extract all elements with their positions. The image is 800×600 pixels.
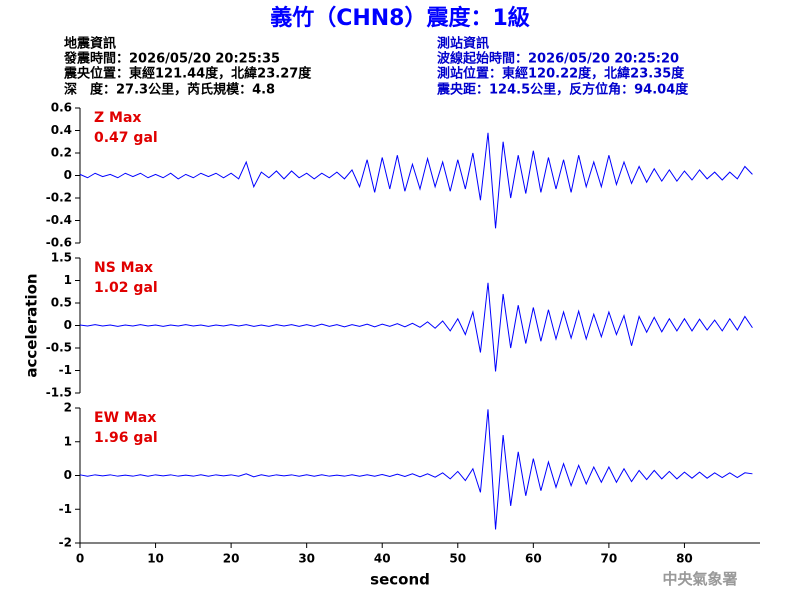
- x-tick-label: 0: [76, 552, 84, 566]
- y-tick-label: 2: [64, 401, 72, 415]
- y-tick-label: -1: [59, 502, 72, 516]
- station-line: 波線起始時間：2026/05/20 20:25:20: [437, 51, 679, 67]
- y-tick-label: 1.5: [51, 251, 72, 265]
- y-axis-label: acceleration: [23, 273, 41, 377]
- x-tick-label: 40: [374, 552, 391, 566]
- footer: 中央氣象署: [662, 570, 737, 588]
- max-label: 1.96 gal: [94, 430, 158, 446]
- x-tick-label: 10: [147, 552, 164, 566]
- x-tick-label: 80: [676, 552, 693, 566]
- waveform: [79, 282, 753, 372]
- y-tick-label: 0.5: [51, 296, 72, 310]
- info-heading: 地震資訊: [64, 36, 116, 52]
- info-line: 深 度：27.3公里，芮氏規模：4.8: [64, 82, 275, 98]
- y-tick-label: -2: [59, 536, 72, 550]
- info-line: 發震時間：2026/05/20 20:25:35: [63, 51, 280, 67]
- y-tick-label: -0.4: [46, 213, 72, 227]
- station-heading: 測站資訊: [437, 36, 489, 52]
- y-tick-label: 0.2: [51, 146, 72, 160]
- x-tick-label: 70: [601, 552, 618, 566]
- y-tick-label: -0.6: [46, 236, 72, 250]
- station-line: 測站位置：東經120.22度，北緯23.35度: [437, 66, 685, 82]
- component-label: Z Max: [94, 110, 141, 126]
- y-tick-label: -1: [59, 363, 72, 377]
- y-tick-label: 1: [64, 434, 72, 448]
- y-tick-label: 0: [64, 318, 72, 332]
- waveform: [79, 132, 753, 229]
- x-tick-label: 60: [525, 552, 542, 566]
- x-tick-label: 30: [298, 552, 315, 566]
- y-tick-label: 0: [64, 168, 72, 182]
- component-label: NS Max: [94, 260, 153, 276]
- x-axis-label: second: [370, 571, 430, 589]
- title: 義竹（CHN8）震度：1級: [270, 5, 530, 31]
- component-label: EW Max: [94, 410, 156, 426]
- y-tick-label: 1: [64, 273, 72, 287]
- y-tick-label: -1.5: [46, 386, 72, 400]
- waveform: [79, 409, 753, 530]
- y-tick-label: -0.5: [46, 341, 72, 355]
- y-tick-label: 0.6: [51, 101, 72, 115]
- y-tick-label: -0.2: [46, 191, 72, 205]
- y-tick-label: 0: [64, 468, 72, 482]
- x-tick-label: 50: [449, 552, 466, 566]
- info-line: 震央位置：東經121.44度，北緯23.27度: [63, 66, 312, 82]
- max-label: 0.47 gal: [94, 130, 158, 146]
- y-tick-label: 0.4: [51, 123, 72, 137]
- station-line: 震央距：124.5公里，反方位角：94.04度: [436, 82, 689, 98]
- max-label: 1.02 gal: [94, 280, 158, 296]
- x-tick-label: 20: [223, 552, 240, 566]
